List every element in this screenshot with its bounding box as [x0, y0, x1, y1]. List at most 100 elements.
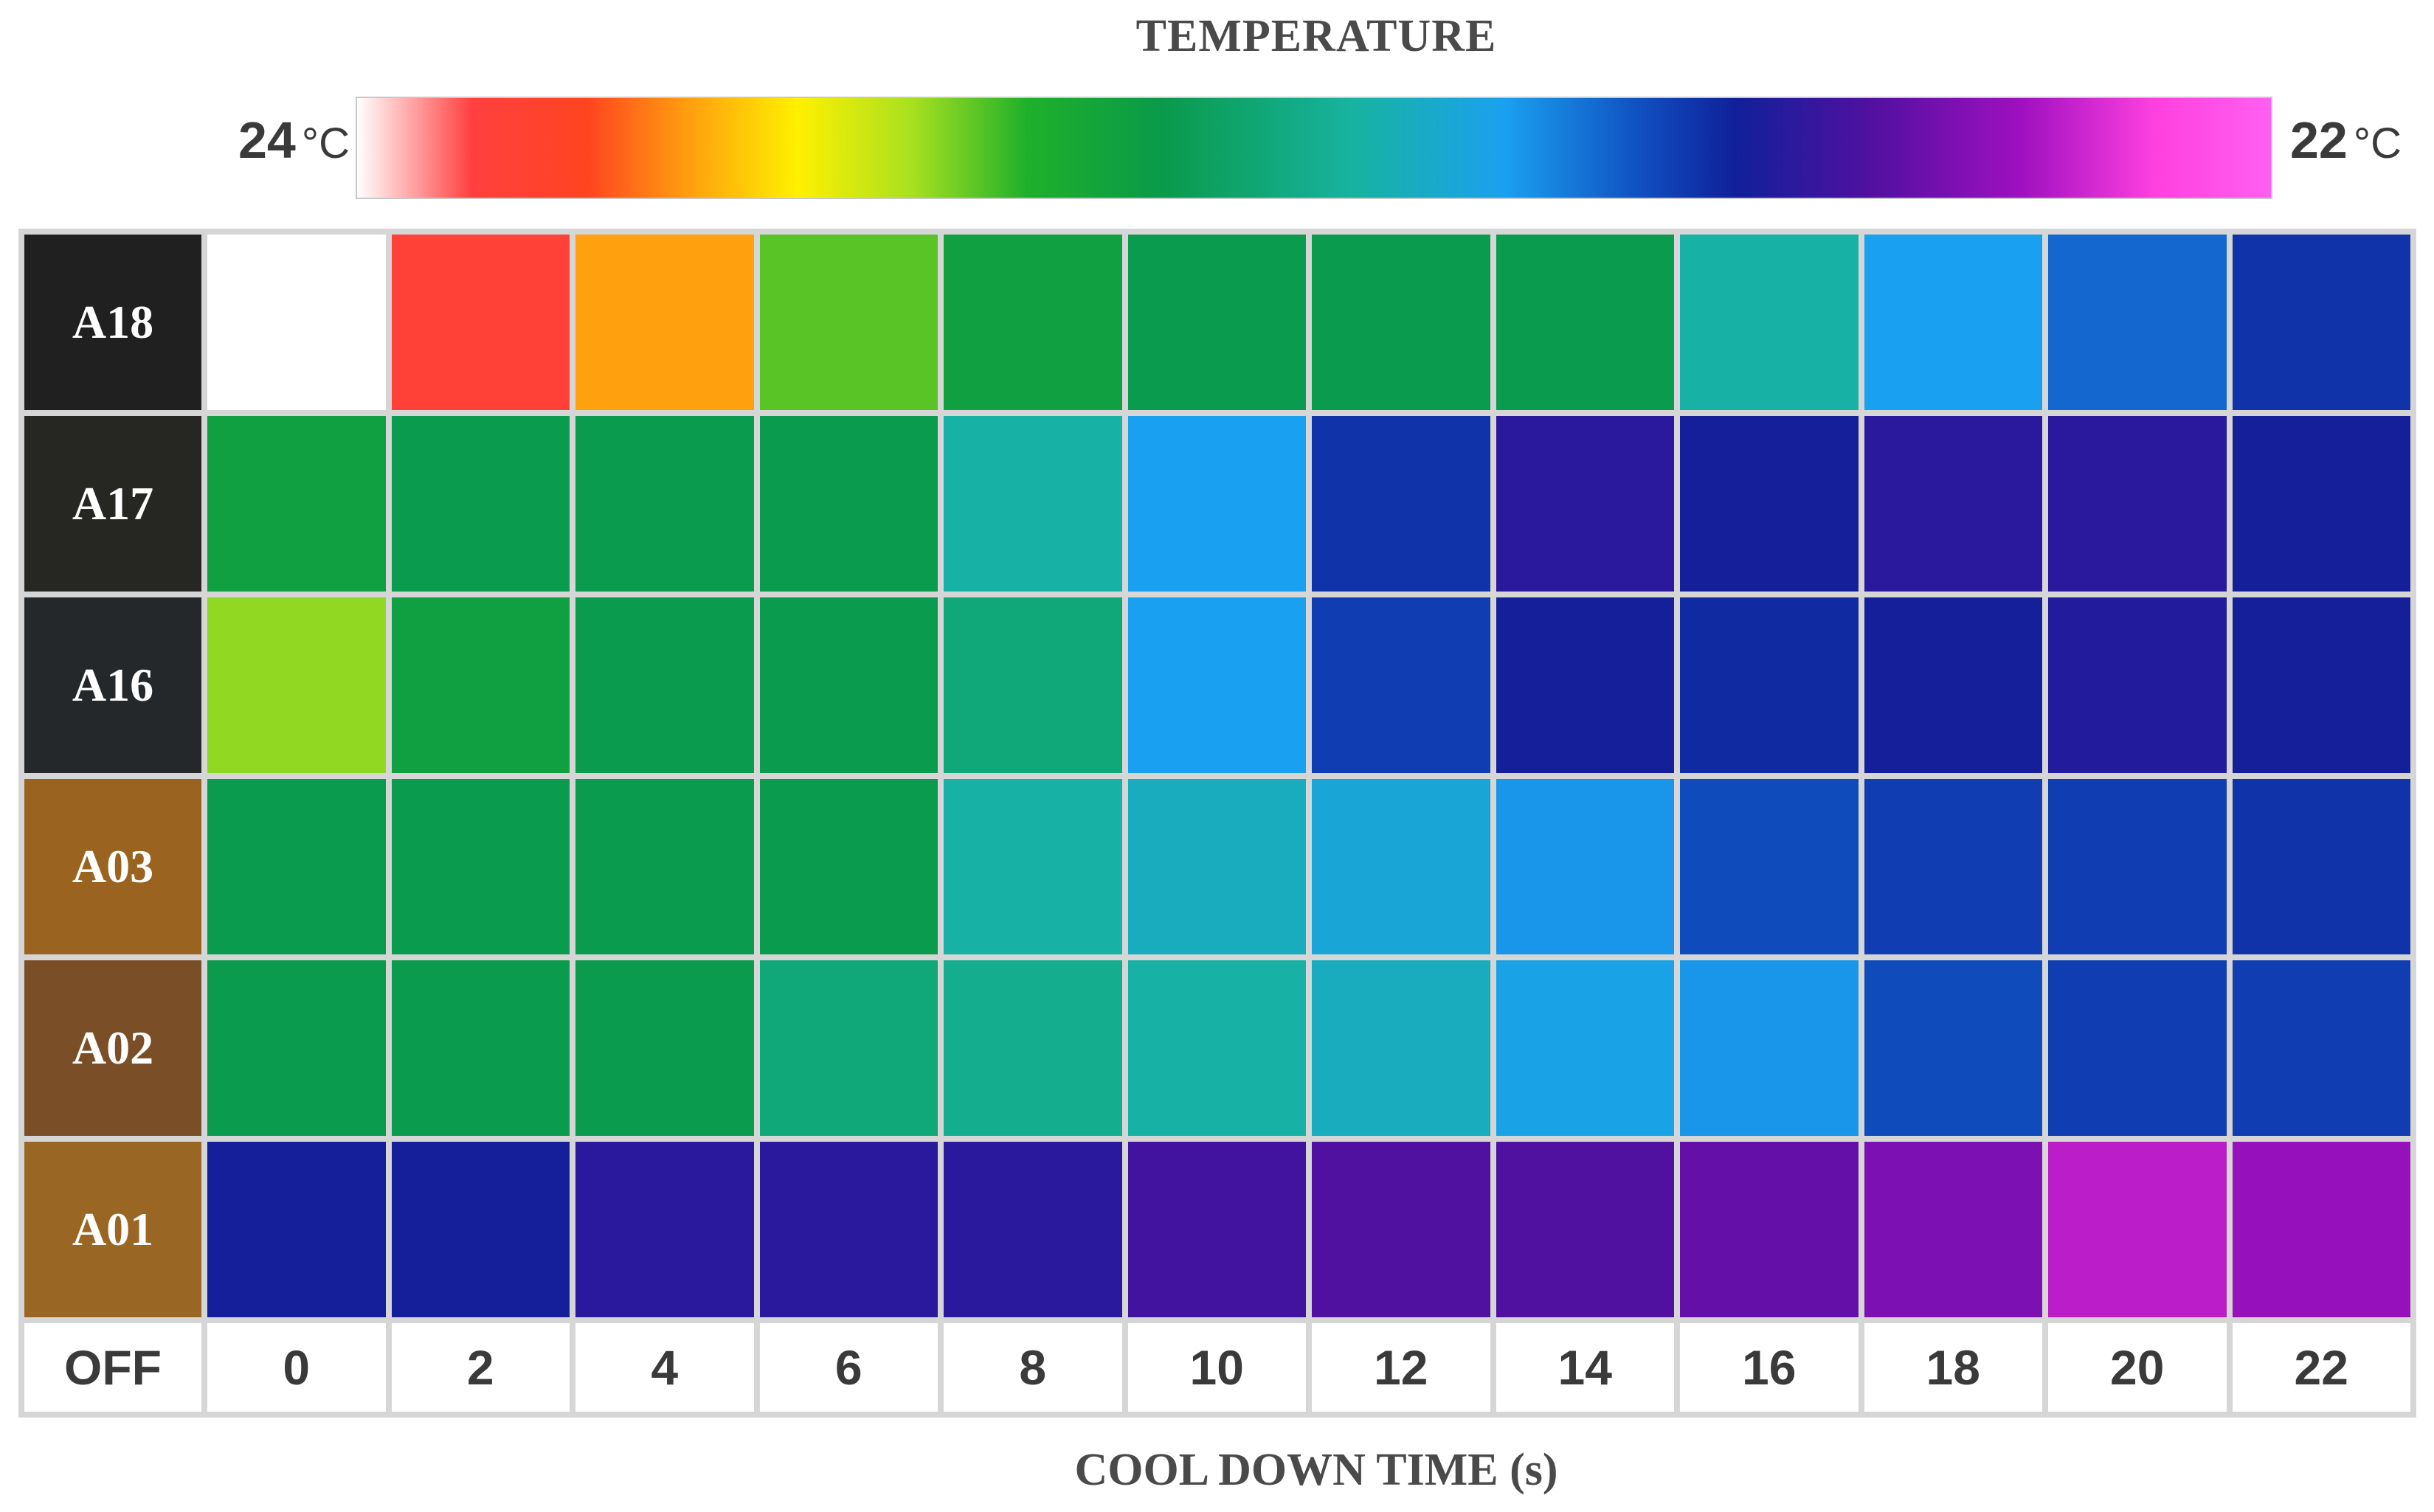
heatmap-cell-a17-t20 [2048, 416, 2227, 592]
heatmap-cell-a01-t12 [1312, 1142, 1490, 1317]
heatmap-cell-a18-t16 [1680, 235, 1859, 410]
heatmap-cell-a16-t16 [1680, 597, 1859, 773]
heatmap-cell-a16-t22 [2232, 597, 2410, 773]
heatmap-cell-a17-t18 [1864, 416, 2042, 592]
heatmap-cell-a02-t16 [1680, 960, 1859, 1136]
x-tick-label: 4 [575, 1323, 754, 1412]
x-tick-label: 14 [1496, 1323, 1674, 1412]
heatmap-cell-a17-t0 [207, 416, 386, 592]
heatmap-cell-a17-t14 [1496, 416, 1674, 592]
heatmap-cell-a18-t14 [1496, 235, 1674, 410]
heatmap-cell-a18-t12 [1312, 235, 1490, 410]
row-label-a16: A16 [24, 597, 201, 773]
x-axis-label: COOL DOWN TIME (s) [1074, 1445, 1558, 1495]
heatmap-cell-a01-t18 [1864, 1142, 2042, 1317]
heatmap-cell-a03-t4 [575, 779, 754, 954]
heatmap-cell-a16-t18 [1864, 597, 2042, 773]
heatmap-cell-a03-t22 [2232, 779, 2410, 954]
heatmap-cell-a01-t20 [2048, 1142, 2227, 1317]
heatmap-cell-a02-t4 [575, 960, 754, 1136]
x-tick-label: 22 [2232, 1323, 2410, 1412]
heatmap-cell-a17-t8 [944, 416, 1122, 592]
heatmap-cell-a01-t2 [391, 1142, 570, 1317]
x-tick-label: 10 [1127, 1323, 1306, 1412]
row-label-a01: A01 [24, 1142, 201, 1317]
heatmap-cell-a02-t0 [207, 960, 386, 1136]
heatmap-cell-a02-t10 [1127, 960, 1306, 1136]
heatmap-cell-a16-t8 [944, 597, 1122, 773]
x-tick-label: 12 [1312, 1323, 1490, 1412]
x-tick-label: 6 [759, 1323, 938, 1412]
heatmap-cell-a03-t2 [391, 779, 570, 954]
colorbar [356, 97, 2272, 199]
heatmap-cell-a16-t0 [207, 597, 386, 773]
heatmap-cell-a02-t12 [1312, 960, 1490, 1136]
heatmap-cell-a03-t12 [1312, 779, 1490, 954]
heatmap-cell-a17-t2 [391, 416, 570, 592]
row-label-a18: A18 [24, 235, 201, 410]
heatmap-cell-a01-t10 [1127, 1142, 1306, 1317]
row-label-a17: A17 [24, 416, 201, 592]
chart-title: TEMPERATURE [1135, 11, 1497, 61]
heatmap-cell-a02-t8 [944, 960, 1122, 1136]
heatmap-cell-a02-t14 [1496, 960, 1674, 1136]
heatmap-cell-a03-t6 [759, 779, 938, 954]
heatmap-cell-a01-t8 [944, 1142, 1122, 1317]
heatmap-cell-a17-t22 [2232, 416, 2410, 592]
colorbar-min-value: 24 [238, 111, 296, 169]
heatmap-cell-a01-t0 [207, 1142, 386, 1317]
heatmap-cell-a18-t10 [1127, 235, 1306, 410]
heatmap-cell-a03-t10 [1127, 779, 1306, 954]
x-tick-label: 0 [207, 1323, 386, 1412]
heatmap-cell-a16-t14 [1496, 597, 1674, 773]
heatmap-cell-a16-t10 [1127, 597, 1306, 773]
heatmap-cell-a16-t12 [1312, 597, 1490, 773]
row-label-a02: A02 [24, 960, 201, 1136]
heatmap-cell-a17-t4 [575, 416, 754, 592]
heatmap-cell-a02-t2 [391, 960, 570, 1136]
heatmap-cell-a18-t20 [2048, 235, 2227, 410]
heatmap-cell-a17-t12 [1312, 416, 1490, 592]
heatmap-cell-a03-t16 [1680, 779, 1859, 954]
heatmap-cell-a03-t0 [207, 779, 386, 954]
heatmap-cell-a17-t6 [759, 416, 938, 592]
heatmap-cell-a01-t22 [2232, 1142, 2410, 1317]
heatmap-cell-a01-t16 [1680, 1142, 1859, 1317]
colorbar-max-unit: °C [2353, 119, 2402, 167]
heatmap-cell-a03-t8 [944, 779, 1122, 954]
heatmap-cell-a18-t18 [1864, 235, 2042, 410]
heatmap-cell-a18-t6 [759, 235, 938, 410]
heatmap-cell-a03-t18 [1864, 779, 2042, 954]
heatmap-grid: A18 A17 A16 A03 A02 A01 OFF 0 2 4 6 8 10 12 14 16 18 20 22 [18, 229, 2416, 1418]
colorbar-min-label: 24 °C [238, 111, 350, 170]
heatmap-cell-a03-t20 [2048, 779, 2227, 954]
colorbar-max-value: 22 [2290, 111, 2348, 169]
row-label-a03: A03 [24, 779, 201, 954]
colorbar-min-unit: °C [301, 119, 350, 167]
off-label: OFF [24, 1323, 201, 1412]
heatmap-cell-a01-t6 [759, 1142, 938, 1317]
x-tick-label: 18 [1864, 1323, 2042, 1412]
heatmap-cell-a18-t8 [944, 235, 1122, 410]
heatmap-cell-a01-t14 [1496, 1142, 1674, 1317]
heatmap-cell-a17-t10 [1127, 416, 1306, 592]
heatmap-cell-a17-t16 [1680, 416, 1859, 592]
heatmap-cell-a16-t4 [575, 597, 754, 773]
heatmap-cell-a16-t2 [391, 597, 570, 773]
heatmap-cell-a18-t4 [575, 235, 754, 410]
heatmap-cell-a18-t22 [2232, 235, 2410, 410]
heatmap-cell-a02-t20 [2048, 960, 2227, 1136]
x-tick-label: 16 [1680, 1323, 1859, 1412]
x-tick-label: 20 [2048, 1323, 2227, 1412]
heatmap-cell-a01-t4 [575, 1142, 754, 1317]
x-tick-label: 2 [391, 1323, 570, 1412]
heatmap-cell-a02-t18 [1864, 960, 2042, 1136]
colorbar-max-label: 22 °C [2290, 111, 2402, 170]
x-tick-label: 8 [944, 1323, 1122, 1412]
heatmap-cell-a02-t6 [759, 960, 938, 1136]
heatmap-cell-a18-t2 [391, 235, 570, 410]
heatmap-cell-a18-t0 [207, 235, 386, 410]
heatmap-cell-a03-t14 [1496, 779, 1674, 954]
heatmap-cell-a16-t6 [759, 597, 938, 773]
heatmap-cell-a16-t20 [2048, 597, 2227, 773]
